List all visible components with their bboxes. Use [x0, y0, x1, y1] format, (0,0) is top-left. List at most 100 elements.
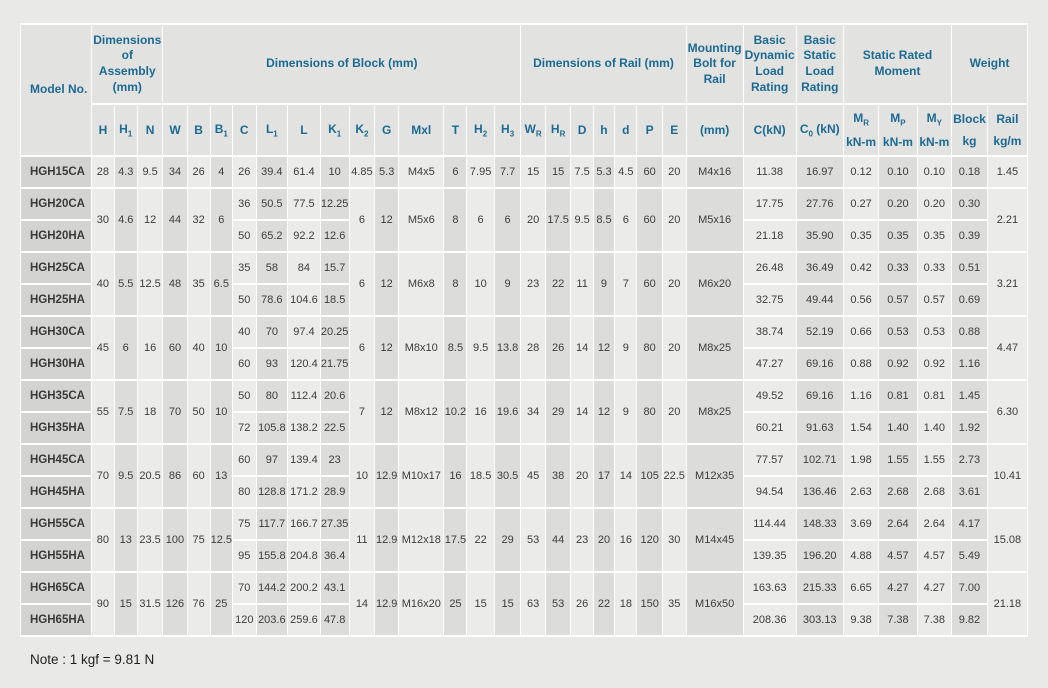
table-cell: 4.57 [917, 541, 952, 571]
column-header-c: C [233, 105, 256, 155]
table-cell: M4x16 [686, 157, 743, 187]
column-header-p: P [637, 105, 662, 155]
table-cell: 1.92 [952, 413, 987, 443]
spec-table-header: Model No. Dimensions of Assembly (mm) Dime… [21, 25, 1027, 155]
table-cell: 200.2 [288, 573, 320, 603]
table-cell: 5.49 [952, 541, 987, 571]
table-row: HGH25HA 50 78.6 104.6 18.5 32.75 49.44 0.56 0.57… [21, 285, 1027, 315]
column-header-d-bolt: d [615, 105, 637, 155]
table-cell: 84 [288, 253, 320, 283]
table-cell: 17.5 [545, 189, 571, 251]
table-row: HGH30CA 45 6 16 60 40 10 40 70 97.4 20.25 6 12 M8x10 8… [21, 317, 1027, 379]
table-cell: 10.2 [444, 381, 467, 443]
table-cell: 13 [114, 509, 137, 571]
table-cell: 6 [349, 189, 375, 251]
table-cell: 20.6 [320, 381, 349, 411]
column-header-mr: MR kN-m [843, 105, 879, 155]
table-cell: 150 [637, 573, 662, 635]
column-header-n: N [137, 105, 163, 155]
table-cell: 10 [210, 317, 232, 379]
table-cell: 0.35 [843, 221, 879, 251]
column-header-g: G [375, 105, 399, 155]
table-cell: 144.2 [256, 573, 288, 603]
table-cell: 14 [615, 445, 637, 507]
table-cell: 35 [662, 573, 686, 635]
table-cell: M14x45 [686, 509, 743, 571]
table-cell: 1.40 [879, 413, 917, 443]
table-cell: 4.88 [843, 541, 879, 571]
table-cell: 17.5 [444, 509, 467, 571]
table-cell: 69.16 [796, 349, 843, 379]
table-cell: 215.33 [796, 573, 843, 603]
table-cell: 77.57 [743, 445, 796, 475]
table-cell: 97 [256, 445, 288, 475]
table-cell: 2.63 [843, 477, 879, 507]
table-cell: 48 [163, 253, 187, 315]
table-cell: 120.4 [288, 349, 320, 379]
table-cell: 2.68 [879, 477, 917, 507]
table-cell: 2.64 [917, 509, 952, 539]
table-cell: 20 [662, 381, 686, 443]
table-cell: 92.2 [288, 221, 320, 251]
table-cell: 25 [210, 573, 232, 635]
table-cell: 28 [92, 157, 114, 187]
table-cell: 44 [163, 189, 187, 251]
table-cell: 0.20 [917, 189, 952, 219]
table-cell: 36 [233, 189, 256, 219]
table-cell: 23 [521, 253, 545, 315]
table-cell: 112.4 [288, 381, 320, 411]
table-cell: 0.57 [879, 285, 917, 315]
table-cell: 38 [545, 445, 571, 507]
table-cell: 0.30 [952, 189, 987, 219]
table-cell: 2.21 [987, 189, 1027, 251]
table-cell: 6 [210, 189, 232, 251]
model-cell: HGH55HA [21, 541, 92, 571]
table-cell: 20 [521, 189, 545, 251]
table-cell: 0.92 [917, 349, 952, 379]
table-cell: 95 [233, 541, 256, 571]
table-cell: 20 [662, 317, 686, 379]
table-cell: 203.6 [256, 605, 288, 635]
table-cell: 4.57 [879, 541, 917, 571]
table-cell: 12.5 [210, 509, 232, 571]
column-header-d-rail: D [571, 105, 593, 155]
table-cell: 0.56 [843, 285, 879, 315]
table-row: HGH55HA 95 155.8 204.8 36.4 139.35 196.20 4.88 4… [21, 541, 1027, 571]
table-cell: 44 [545, 509, 571, 571]
table-cell: 9.38 [843, 605, 879, 635]
table-row: HGH20HA 50 65.2 92.2 12.6 21.18 35.90 0.35 0.35 0… [21, 221, 1027, 251]
table-cell: 9 [615, 381, 637, 443]
table-cell: 0.69 [952, 285, 987, 315]
table-cell: 14 [571, 317, 593, 379]
table-cell: 15 [521, 157, 545, 187]
table-cell: 196.20 [796, 541, 843, 571]
group-header: Dimensions of Assembly (mm) [92, 25, 163, 103]
table-cell: 70 [163, 381, 187, 443]
column-header-mp: MP kN-m [879, 105, 917, 155]
table-cell: 6.5 [210, 253, 232, 315]
table-row: HGH35HA 72 105.8 138.2 22.5 60.21 91.63 1.54 1.4… [21, 413, 1027, 443]
table-cell: 8 [444, 189, 467, 251]
table-cell: 16 [137, 317, 163, 379]
table-cell: 27.35 [320, 509, 349, 539]
column-header-h1: H1 [114, 105, 137, 155]
table-cell: 0.42 [843, 253, 879, 283]
table-cell: 28 [521, 317, 545, 379]
table-cell: 47.27 [743, 349, 796, 379]
table-cell: 20 [662, 157, 686, 187]
model-cell: HGH25CA [21, 253, 92, 283]
table-cell: 102.71 [796, 445, 843, 475]
table-cell: 12.9 [375, 445, 399, 507]
table-cell: 12.9 [375, 509, 399, 571]
table-cell: 0.81 [879, 381, 917, 411]
table-cell: 70 [92, 445, 114, 507]
table-cell: 100 [163, 509, 187, 571]
table-cell: 60.21 [743, 413, 796, 443]
model-cell: HGH30CA [21, 317, 92, 347]
table-cell: 11.38 [743, 157, 796, 187]
table-cell: 26 [571, 573, 593, 635]
table-cell: 12 [375, 189, 399, 251]
table-cell: 0.33 [879, 253, 917, 283]
table-cell: 22 [545, 253, 571, 315]
